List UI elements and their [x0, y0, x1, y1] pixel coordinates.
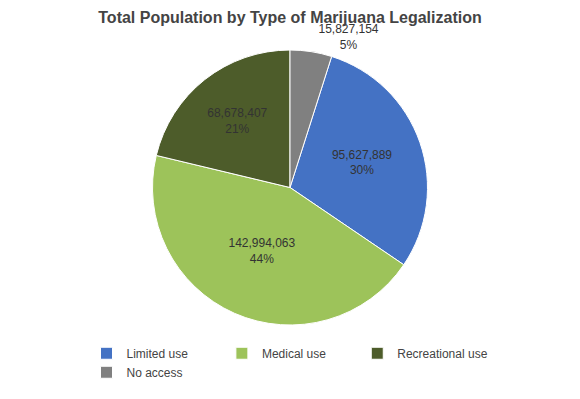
svg-text:Medical use: Medical use: [262, 347, 326, 361]
svg-text:68,678,40721%: 68,678,40721%: [207, 106, 267, 136]
svg-text:15,827,1545%: 15,827,1545%: [318, 22, 378, 52]
svg-text:Total Population by Type of Ma: Total Population by Type of Marijuana Le…: [98, 9, 481, 26]
svg-text:Limited use: Limited use: [127, 347, 189, 361]
svg-text:142,994,06344%: 142,994,06344%: [228, 236, 295, 266]
svg-text:Recreational use: Recreational use: [397, 347, 487, 361]
svg-text:95,627,88930%: 95,627,88930%: [332, 148, 392, 178]
svg-text:No access: No access: [127, 366, 183, 380]
